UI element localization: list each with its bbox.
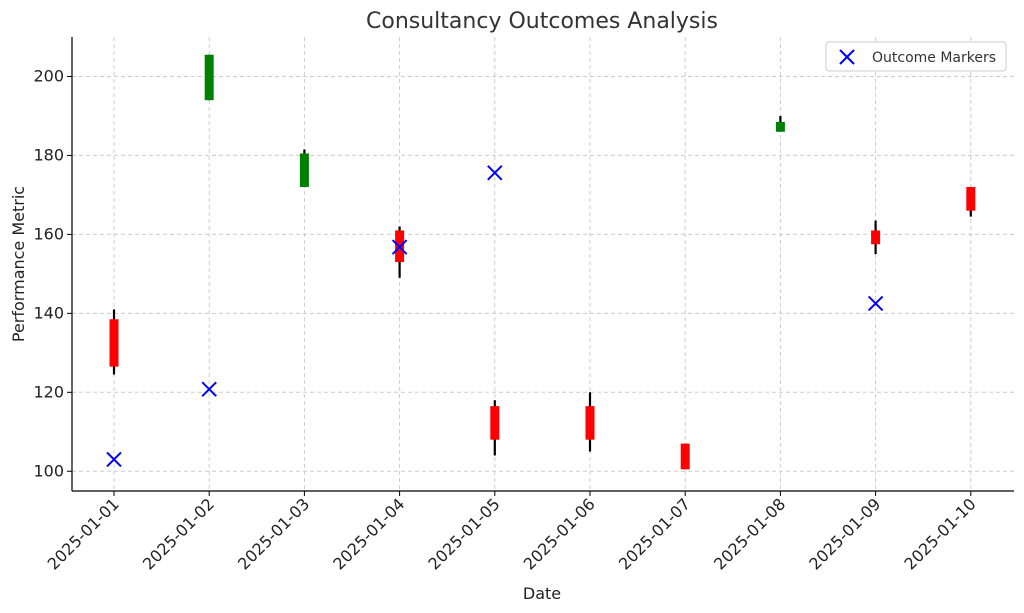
marker-stroke	[839, 49, 855, 65]
candle-body	[680, 443, 690, 470]
candle-body	[585, 406, 595, 440]
x-tick-label: 2025-01-04	[329, 494, 408, 573]
marker-stroke	[201, 381, 217, 397]
candle-body	[871, 230, 881, 245]
marker-stroke	[487, 165, 503, 181]
outcome-marker-point	[106, 451, 122, 468]
legend-label: Outcome Markers	[872, 50, 996, 66]
outcome-marker-point	[487, 165, 503, 181]
chart-title: Consultancy Outcomes Analysis	[366, 9, 718, 34]
outcome-marker-point	[391, 239, 408, 255]
axes	[67, 37, 1014, 496]
x-tick-label: 2025-01-08	[710, 494, 789, 573]
candle-body	[109, 319, 119, 367]
legend-marker-x-icon	[839, 49, 855, 65]
candle-body	[204, 54, 214, 101]
y-tick-label: 160	[33, 224, 64, 243]
y-axis-title: Performance Metric	[9, 186, 28, 342]
y-tick-label: 180	[33, 145, 64, 164]
y-tick-label: 200	[33, 66, 64, 85]
legend: Outcome Markers	[825, 41, 1007, 72]
candles	[109, 54, 976, 470]
x-tick-label: 2025-01-03	[234, 494, 313, 573]
x-tick-label: 2025-01-02	[139, 494, 218, 573]
x-tick-label: 2025-01-06	[520, 494, 599, 573]
candle-body	[966, 187, 976, 211]
outcome-marker-point	[867, 295, 884, 312]
legend-box	[825, 41, 1007, 72]
candle-body	[299, 153, 309, 188]
candle-body	[490, 406, 500, 440]
marker-stroke	[391, 239, 408, 255]
outcome-markers	[106, 165, 884, 468]
y-tick-label: 100	[33, 461, 64, 480]
x-tick-label: 2025-01-05	[424, 494, 503, 573]
legend-x-glyph	[839, 49, 855, 65]
x-axis-title: Date	[523, 584, 561, 603]
grid	[72, 37, 1014, 491]
marker-stroke	[106, 451, 122, 468]
x-tick-label: 2025-01-10	[900, 494, 979, 573]
x-tick-label: 2025-01-07	[615, 494, 694, 573]
x-tick-label: 2025-01-09	[805, 494, 884, 573]
outcome-marker-point	[201, 381, 217, 397]
y-tick-label: 120	[33, 382, 64, 401]
x-tick-label: 2025-01-01	[44, 494, 123, 573]
candle-body	[775, 121, 785, 132]
marker-stroke	[867, 295, 884, 312]
y-tick-label: 140	[33, 303, 64, 322]
